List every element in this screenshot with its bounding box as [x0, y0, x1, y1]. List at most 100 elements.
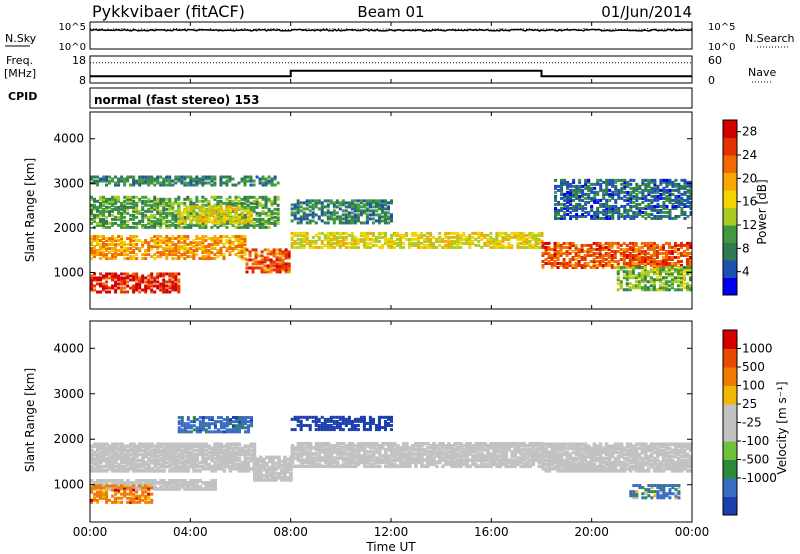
- ground-scatter-cell: [444, 452, 448, 456]
- radar-cell: [637, 255, 641, 259]
- radar-cell: [380, 203, 384, 207]
- ground-scatter-cell: [377, 452, 382, 456]
- ground-scatter-cell: [420, 460, 424, 464]
- radar-cell: [195, 223, 199, 227]
- radar-cell: [562, 257, 566, 261]
- radar-cell: [156, 276, 160, 280]
- ground-scatter-cell: [216, 446, 221, 451]
- radar-cell: [596, 206, 600, 210]
- radar-cell: [347, 205, 351, 209]
- radar-cell: [219, 175, 223, 179]
- radar-cell: [183, 215, 187, 219]
- radar-cell: [219, 205, 223, 209]
- radar-cell: [299, 245, 303, 249]
- radar-cell: [237, 255, 241, 259]
- radar-cell: [670, 245, 674, 249]
- radar-cell: [96, 276, 100, 280]
- radar-cell: [679, 270, 683, 274]
- radar-cell: [210, 221, 214, 225]
- radar-cell: [162, 251, 166, 255]
- radar-cell: [617, 212, 621, 216]
- radar-cell: [656, 184, 660, 188]
- radar-cell: [228, 253, 232, 257]
- ground-scatter-cell: [447, 450, 451, 454]
- ground-scatter-cell: [135, 452, 139, 457]
- radar-cell: [668, 210, 672, 214]
- ground-scatter-cell: [231, 442, 236, 447]
- ground-scatter-cell: [195, 469, 199, 473]
- ground-scatter-cell: [228, 464, 233, 469]
- radar-cell: [456, 237, 460, 241]
- radar-cell: [213, 207, 217, 211]
- radar-cell: [584, 184, 588, 188]
- radar-cell: [685, 284, 689, 288]
- ground-scatter-cell: [186, 464, 190, 469]
- radar-cell: [631, 276, 635, 280]
- radar-cell: [566, 180, 570, 184]
- radar-cell: [90, 217, 93, 221]
- radar-cell: [568, 261, 572, 265]
- radar-cell: [177, 225, 181, 229]
- radar-cell: [655, 243, 659, 247]
- ground-scatter-cell: [213, 460, 218, 465]
- radar-cell: [90, 276, 93, 280]
- radar-cell: [338, 245, 342, 249]
- radar-cell: [189, 177, 193, 181]
- radar-cell: [534, 243, 538, 247]
- radar-cell: [195, 205, 199, 209]
- ground-scatter-cell: [111, 458, 115, 463]
- ground-scatter-cell: [420, 452, 424, 456]
- radar-cell: [249, 209, 253, 213]
- radar-cell: [267, 179, 271, 183]
- radar-cell: [622, 247, 626, 251]
- radar-cell: [516, 233, 520, 237]
- radar-cell: [311, 203, 315, 207]
- radar-cell: [177, 235, 181, 239]
- radar-cell: [374, 219, 378, 223]
- radar-cell: [664, 257, 668, 261]
- ground-scatter-cell: [216, 454, 221, 459]
- ground-scatter-cell: [371, 446, 376, 450]
- ground-scatter-cell: [147, 444, 151, 449]
- ground-scatter-cell: [347, 454, 352, 458]
- radar-cell: [168, 207, 172, 211]
- radar-cell: [662, 192, 666, 196]
- radar-cell: [150, 245, 154, 249]
- radar-cell: [234, 195, 238, 199]
- ground-scatter-cell: [420, 454, 424, 458]
- radar-cell: [228, 177, 232, 181]
- ground-scatter-cell: [156, 450, 160, 455]
- radar-cell: [132, 225, 136, 229]
- ground-scatter-cell: [399, 448, 403, 452]
- radar-cell: [269, 250, 273, 254]
- radar-cell: [153, 203, 157, 207]
- radar-cell: [174, 251, 178, 255]
- radar-cell: [296, 245, 300, 249]
- radar-cell: [643, 284, 647, 288]
- ground-scatter-cell: [126, 444, 130, 449]
- radar-cell: [566, 198, 570, 202]
- radar-cell: [269, 270, 273, 274]
- ground-scatter-cell: [423, 448, 427, 452]
- ground-scatter-cell: [162, 446, 166, 451]
- ground-scatter-cell: [283, 455, 287, 460]
- radar-cell: [150, 272, 154, 276]
- radar-cell: [165, 284, 169, 288]
- radar-cell: [554, 202, 558, 206]
- radar-cell: [562, 245, 566, 249]
- ground-scatter-cell: [320, 464, 325, 469]
- ground-scatter-cell: [219, 450, 224, 455]
- ground-scatter-cell: [317, 454, 322, 458]
- ground-scatter-cell: [186, 452, 190, 457]
- radar-cell: [611, 182, 615, 186]
- radar-cell: [377, 201, 381, 205]
- radar-cell: [399, 241, 403, 245]
- radar-cell: [659, 180, 663, 184]
- radar-cell: [577, 253, 581, 257]
- radar-cell: [608, 214, 612, 218]
- radar-cell: [637, 257, 641, 261]
- radar-cell: [99, 276, 103, 280]
- radar-cell: [123, 272, 127, 276]
- radar-cell: [254, 252, 258, 256]
- radar-cell: [96, 251, 100, 255]
